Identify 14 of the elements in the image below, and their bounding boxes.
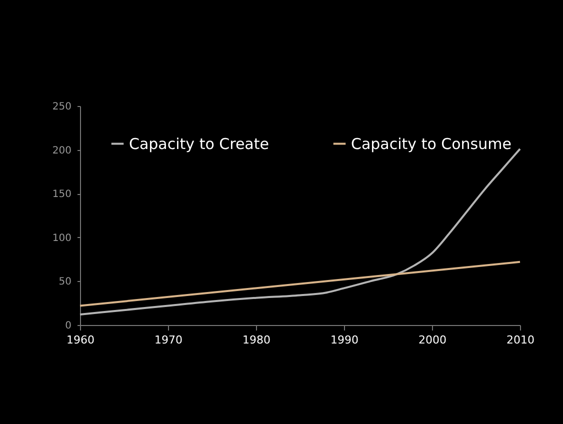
y-tick-label: 100 [52,232,72,244]
x-tick-label: 1980 [242,334,270,346]
y-tick-label: 150 [52,189,72,200]
y-tick-label: 200 [52,145,72,156]
x-tick-label: 2010 [506,334,534,346]
y-tick-label: 50 [58,276,72,288]
x-tick-label: 1990 [330,334,358,346]
x-tick-label: 2000 [418,334,446,346]
x-tick-label: 1970 [154,334,182,346]
x-tick-label: 1960 [66,334,94,346]
legend-label: Capacity to Create [129,134,269,153]
legend-label: Capacity to Consume [351,134,512,153]
y-tick-label: 250 [52,102,72,112]
y-tick-label: 0 [65,320,72,332]
